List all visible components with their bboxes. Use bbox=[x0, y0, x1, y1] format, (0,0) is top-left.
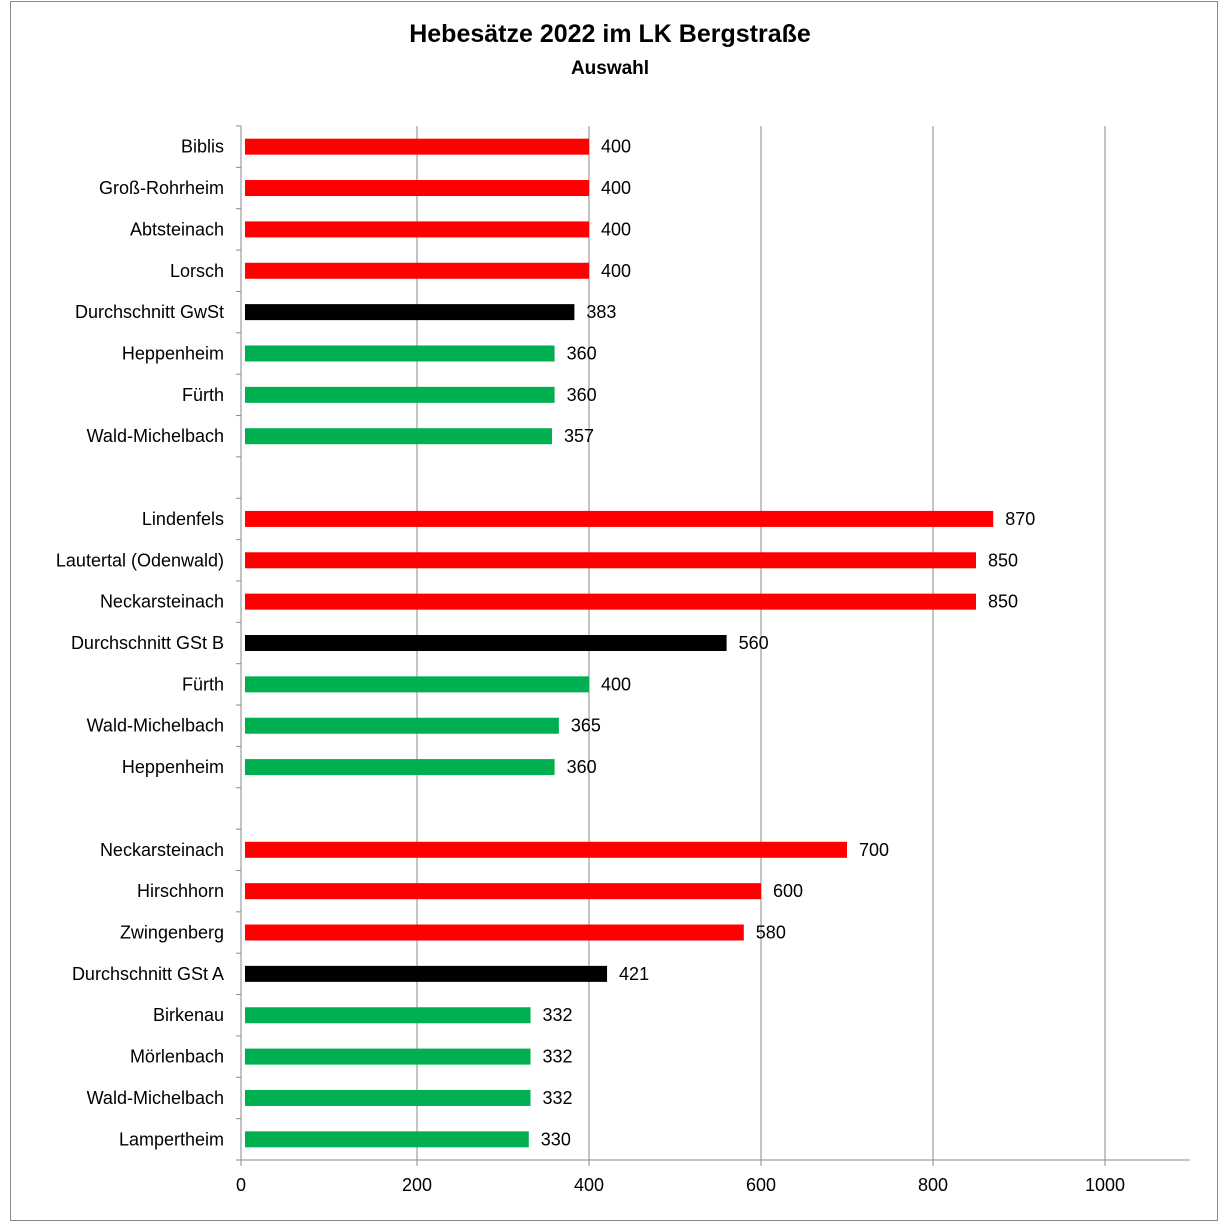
data-label: 400 bbox=[601, 219, 631, 239]
category-label: Zwingenberg bbox=[120, 923, 224, 943]
bar bbox=[245, 428, 553, 445]
data-label: 850 bbox=[988, 550, 1018, 570]
bar bbox=[245, 1007, 531, 1024]
bar bbox=[245, 221, 589, 238]
data-label: 560 bbox=[739, 633, 769, 653]
data-label: 421 bbox=[619, 964, 649, 984]
bar bbox=[245, 180, 589, 197]
bar bbox=[245, 593, 976, 610]
data-label: 383 bbox=[586, 302, 616, 322]
bar bbox=[245, 635, 727, 651]
x-tick-label: 600 bbox=[746, 1175, 776, 1195]
bar bbox=[245, 1131, 529, 1148]
category-label: Neckarsteinach bbox=[100, 592, 224, 612]
bar bbox=[245, 883, 761, 900]
category-label: Hirschhorn bbox=[137, 881, 224, 901]
data-label: 700 bbox=[859, 840, 889, 860]
data-label: 870 bbox=[1005, 509, 1035, 529]
x-tick-label: 800 bbox=[918, 1175, 948, 1195]
data-label: 332 bbox=[543, 1088, 573, 1108]
bar bbox=[245, 841, 847, 858]
data-label: 850 bbox=[988, 592, 1018, 612]
data-label: 400 bbox=[601, 261, 631, 281]
bar bbox=[245, 345, 555, 362]
bar bbox=[245, 262, 589, 279]
category-label: Mörlenbach bbox=[130, 1047, 224, 1067]
category-label: Wald-Michelbach bbox=[87, 426, 224, 446]
bar bbox=[245, 552, 976, 569]
bar bbox=[245, 304, 575, 321]
category-label: Durchschnitt GSt B bbox=[71, 633, 224, 653]
chart-frame bbox=[10, 1, 1218, 1221]
bar bbox=[245, 1089, 531, 1106]
category-label: Heppenheim bbox=[122, 757, 224, 777]
bar bbox=[245, 924, 744, 941]
data-label: 332 bbox=[543, 1047, 573, 1067]
data-label: 400 bbox=[601, 674, 631, 694]
category-label: Wald-Michelbach bbox=[87, 1088, 224, 1108]
x-tick-label: 200 bbox=[402, 1175, 432, 1195]
data-label: 332 bbox=[543, 1005, 573, 1025]
category-label: Lampertheim bbox=[119, 1129, 224, 1149]
category-label: Biblis bbox=[181, 137, 224, 157]
bar bbox=[245, 1048, 531, 1065]
bar bbox=[245, 676, 589, 693]
category-label: Neckarsteinach bbox=[100, 840, 224, 860]
data-label: 360 bbox=[567, 343, 597, 363]
data-label: 360 bbox=[567, 385, 597, 405]
category-label: Lautertal (Odenwald) bbox=[56, 550, 224, 570]
x-tick-label: 400 bbox=[574, 1175, 604, 1195]
bar bbox=[245, 717, 559, 734]
data-label: 580 bbox=[756, 923, 786, 943]
chart-subtitle: Auswahl bbox=[570, 58, 650, 79]
category-label: Groß-Rohrheim bbox=[99, 178, 224, 198]
data-label: 357 bbox=[564, 426, 594, 446]
bar bbox=[245, 965, 608, 982]
data-label: 360 bbox=[567, 757, 597, 777]
category-label: Lorsch bbox=[170, 261, 224, 281]
category-label: Wald-Michelbach bbox=[87, 716, 224, 736]
data-label: 330 bbox=[541, 1129, 571, 1149]
category-label: Heppenheim bbox=[122, 343, 224, 363]
bar bbox=[245, 510, 994, 527]
data-label: 400 bbox=[601, 178, 631, 198]
bar bbox=[245, 138, 589, 155]
x-tick-label: 0 bbox=[236, 1175, 246, 1195]
x-tick-label: 1000 bbox=[1085, 1175, 1125, 1195]
category-label: Durchschnitt GSt A bbox=[72, 964, 224, 984]
category-label: Fürth bbox=[182, 674, 224, 694]
category-label: Birkenau bbox=[153, 1005, 224, 1025]
bar bbox=[245, 759, 555, 776]
category-label: Durchschnitt GwSt bbox=[75, 302, 224, 322]
bar bbox=[245, 386, 555, 403]
data-label: 365 bbox=[571, 716, 601, 736]
category-label: Lindenfels bbox=[142, 509, 224, 529]
chart-title: Hebesätze 2022 im LK Bergstraße bbox=[409, 20, 811, 48]
category-label: Abtsteinach bbox=[130, 219, 224, 239]
category-label: Fürth bbox=[182, 385, 224, 405]
data-label: 600 bbox=[773, 881, 803, 901]
data-label: 400 bbox=[601, 137, 631, 157]
